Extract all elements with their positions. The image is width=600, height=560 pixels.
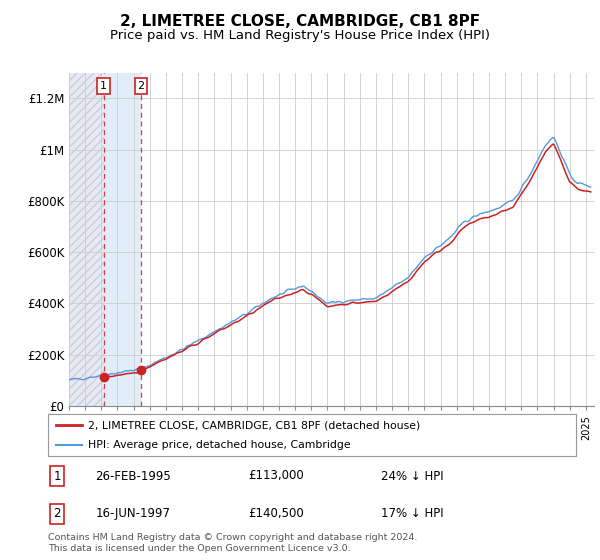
Text: 17% ↓ HPI: 17% ↓ HPI: [380, 507, 443, 520]
Text: 1: 1: [100, 81, 107, 91]
Bar: [69, 73, 104, 406]
Text: HPI: Average price, detached house, Cambridge: HPI: Average price, detached house, Camb…: [88, 441, 350, 450]
Text: 2: 2: [53, 507, 61, 520]
Text: 26-FEB-1995: 26-FEB-1995: [95, 469, 171, 483]
Text: 2, LIMETREE CLOSE, CAMBRIDGE, CB1 8PF (detached house): 2, LIMETREE CLOSE, CAMBRIDGE, CB1 8PF (d…: [88, 421, 420, 430]
Text: Contains HM Land Registry data © Crown copyright and database right 2024.
This d: Contains HM Land Registry data © Crown c…: [48, 533, 418, 553]
Text: 24% ↓ HPI: 24% ↓ HPI: [380, 469, 443, 483]
Text: 2: 2: [137, 81, 145, 91]
Text: Price paid vs. HM Land Registry's House Price Index (HPI): Price paid vs. HM Land Registry's House …: [110, 29, 490, 42]
Text: £113,000: £113,000: [248, 469, 304, 483]
Text: £140,500: £140,500: [248, 507, 304, 520]
Text: 1: 1: [53, 469, 61, 483]
Text: 16-JUN-1997: 16-JUN-1997: [95, 507, 170, 520]
Text: 2, LIMETREE CLOSE, CAMBRIDGE, CB1 8PF: 2, LIMETREE CLOSE, CAMBRIDGE, CB1 8PF: [120, 14, 480, 29]
Bar: [104, 73, 141, 406]
